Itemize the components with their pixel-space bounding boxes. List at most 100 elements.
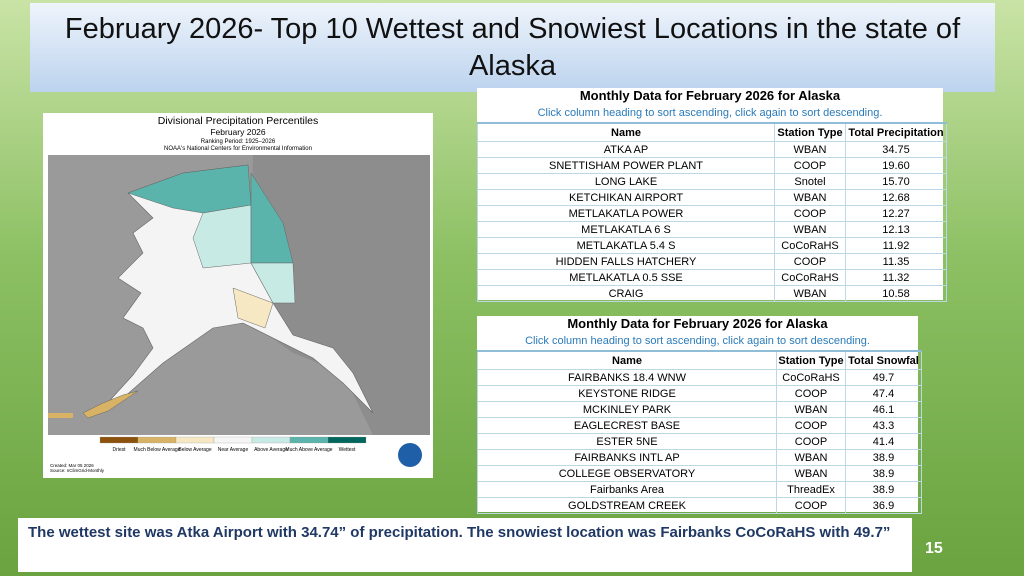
table-row: COLLEGE OBSERVATORY WBAN 38.9 — [477, 465, 922, 482]
table-cell: ThreadEx — [776, 481, 846, 498]
table-cell: 15.70 — [845, 173, 947, 190]
map-source-org: NOAA's National Centers for Environmenta… — [164, 146, 312, 152]
table-cell: COOP — [776, 417, 846, 434]
table-row: CRAIG WBAN 10.58 — [477, 285, 947, 302]
table-instruction: Click column heading to sort ascending, … — [525, 335, 870, 347]
table-cell: WBAN — [776, 465, 846, 482]
table-row: MCKINLEY PARK WBAN 46.1 — [477, 401, 922, 418]
legend-swatch — [99, 436, 139, 444]
table-cell: 43.3 — [845, 417, 922, 434]
table-cell: CoCoRaHS — [774, 269, 846, 286]
table-cell: GOLDSTREAM CREEK — [477, 497, 777, 514]
table-cell: 19.60 — [845, 157, 947, 174]
table-cell: COOP — [776, 497, 846, 514]
data-table: Name Station Type Total Precipitation ATKA … — [477, 122, 947, 302]
column-header[interactable]: Station Type — [774, 122, 846, 142]
table-cell: METLAKATLA 6 S — [477, 221, 775, 238]
table-cell: 36.9 — [845, 497, 922, 514]
table-cell: WBAN — [774, 285, 846, 302]
table-row: METLAKATLA POWER COOP 12.27 — [477, 205, 947, 222]
column-header[interactable]: Name — [477, 350, 777, 370]
aleutians-west — [48, 413, 73, 418]
table-cell: 46.1 — [845, 401, 922, 418]
legend-swatch — [289, 436, 329, 444]
table-cell: HIDDEN FALLS HATCHERY — [477, 253, 775, 270]
table-row: KEYSTONE RIDGE COOP 47.4 — [477, 385, 922, 402]
table-row: Fairbanks Area ThreadEx 38.9 — [477, 481, 922, 498]
table-row: FAIRBANKS INTL AP WBAN 38.9 — [477, 449, 922, 466]
legend-label: Driest — [112, 447, 126, 453]
table-row: LONG LAKE Snotel 15.70 — [477, 173, 947, 190]
table-cell: 41.4 — [845, 433, 922, 450]
table-cell: 12.13 — [845, 221, 947, 238]
table-row: METLAKATLA 0.5 SSE CoCoRaHS 11.32 — [477, 269, 947, 286]
header-row: Name Station Type Total Snowfal — [477, 350, 922, 370]
interior-west — [192, 204, 252, 269]
table-cell: KEYSTONE RIDGE — [477, 385, 777, 402]
table-cell: 38.9 — [845, 465, 922, 482]
table-cell: CoCoRaHS — [774, 237, 846, 254]
table-row: EAGLECREST BASE COOP 43.3 — [477, 417, 922, 434]
table-row: HIDDEN FALLS HATCHERY COOP 11.35 — [477, 253, 947, 270]
table-cell: FAIRBANKS 18.4 WNW — [477, 369, 777, 386]
table-cell: COOP — [774, 157, 846, 174]
table-cell: 12.27 — [845, 205, 947, 222]
table-cell: METLAKATLA POWER — [477, 205, 775, 222]
table-cell: METLAKATLA 0.5 SSE — [477, 269, 775, 286]
table-row: KETCHIKAN AIRPORT WBAN 12.68 — [477, 189, 947, 206]
table-cell: Fairbanks Area — [477, 481, 777, 498]
table-row: METLAKATLA 6 S WBAN 12.13 — [477, 221, 947, 238]
table-cell: WBAN — [774, 141, 846, 158]
table-cell: CoCoRaHS — [776, 369, 846, 386]
column-header[interactable]: Station Type — [776, 350, 846, 370]
table-cell: WBAN — [774, 221, 846, 238]
table-cell: WBAN — [776, 449, 846, 466]
table-cell: 38.9 — [845, 481, 922, 498]
table-instruction: Click column heading to sort ascending, … — [537, 107, 883, 119]
legend-swatch — [175, 436, 215, 444]
map-created: Created: Mar 05 2026 — [50, 463, 94, 468]
table-cell: 11.92 — [845, 237, 947, 254]
column-header[interactable]: Total Precipitation — [845, 122, 947, 142]
table-cell: 34.75 — [845, 141, 947, 158]
noaa-logo — [398, 443, 422, 467]
map-subtitle: February 2026 — [210, 127, 266, 137]
table-row: ESTER 5NE COOP 41.4 — [477, 433, 922, 450]
table-row: FAIRBANKS 18.4 WNW CoCoRaHS 49.7 — [477, 369, 922, 386]
legend-label: Near Average — [218, 447, 249, 453]
column-header[interactable]: Name — [477, 122, 775, 142]
table-cell: COOP — [776, 385, 846, 402]
legend-label: Below Average — [178, 447, 211, 453]
column-header[interactable]: Total Snowfal — [845, 350, 922, 370]
footer-note: The wettest site was Atka Airport with 3… — [18, 518, 912, 572]
legend-swatch — [251, 436, 291, 444]
map-source: Source: nClimGrid-Monthly — [50, 468, 105, 473]
table-cell: METLAKATLA 5.4 S — [477, 237, 775, 254]
data-table: Name Station Type Total Snowfal FAIRBANKS 1… — [477, 350, 922, 514]
cook-inlet — [232, 287, 274, 329]
table-cell: MCKINLEY PARK — [477, 401, 777, 418]
precip-map: Divisional Precipitation Percentiles Feb… — [43, 113, 433, 478]
table-cell: 49.7 — [845, 369, 922, 386]
alaska — [102, 164, 374, 414]
table-cell: 38.9 — [845, 449, 922, 466]
table-cell: WBAN — [776, 401, 846, 418]
table-cell: 11.32 — [845, 269, 947, 286]
table-cell: 12.68 — [845, 189, 947, 206]
table-cell: 11.35 — [845, 253, 947, 270]
table-cell: 10.58 — [845, 285, 947, 302]
legend-swatch — [137, 436, 177, 444]
header-row: Name Station Type Total Precipitation — [477, 122, 947, 142]
copper — [250, 262, 296, 304]
table-cell: LONG LAKE — [477, 173, 775, 190]
table-cell: FAIRBANKS INTL AP — [477, 449, 777, 466]
table-cell: COOP — [776, 433, 846, 450]
snow-table: Monthly Data for February 2026 for Alask… — [477, 316, 922, 514]
legend-swatch — [327, 436, 367, 444]
page-number: 15 — [925, 540, 943, 557]
table-row: ATKA AP WBAN 34.75 — [477, 141, 947, 158]
legend-label: Wettest — [339, 447, 356, 453]
table-cell: 47.4 — [845, 385, 922, 402]
table-cell: CRAIG — [477, 285, 775, 302]
